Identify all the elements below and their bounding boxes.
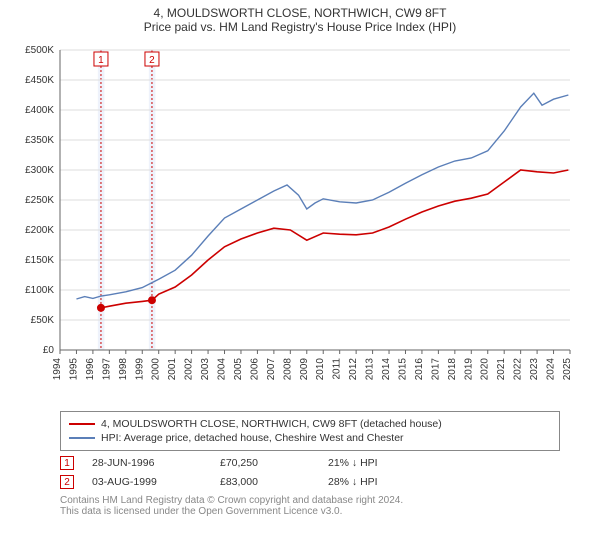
- purchase-price: £70,250: [220, 457, 310, 469]
- svg-text:1: 1: [98, 55, 104, 66]
- purchase-row: 1 28-JUN-1996 £70,250 21% ↓ HPI: [60, 456, 560, 470]
- svg-text:2016: 2016: [414, 358, 425, 381]
- legend-label: 4, MOULDSWORTH CLOSE, NORTHWICH, CW9 8FT…: [101, 418, 442, 430]
- legend-swatch: [69, 423, 95, 425]
- svg-text:2002: 2002: [184, 358, 195, 381]
- legend-swatch: [69, 437, 95, 439]
- svg-text:2022: 2022: [513, 358, 524, 381]
- svg-text:2018: 2018: [447, 358, 458, 381]
- svg-text:£250K: £250K: [25, 195, 54, 206]
- svg-text:£350K: £350K: [25, 135, 54, 146]
- svg-text:2009: 2009: [299, 358, 310, 381]
- purchase-row: 2 03-AUG-1999 £83,000 28% ↓ HPI: [60, 475, 560, 489]
- svg-text:£500K: £500K: [25, 45, 54, 56]
- svg-text:2008: 2008: [282, 358, 293, 381]
- svg-text:£200K: £200K: [25, 225, 54, 236]
- svg-text:2013: 2013: [365, 358, 376, 381]
- title-line1: 4, MOULDSWORTH CLOSE, NORTHWICH, CW9 8FT: [0, 6, 600, 20]
- svg-text:£300K: £300K: [25, 165, 54, 176]
- svg-text:2019: 2019: [463, 358, 474, 381]
- footnote: Contains HM Land Registry data © Crown c…: [60, 495, 560, 517]
- svg-text:1996: 1996: [85, 358, 96, 381]
- legend-row: 4, MOULDSWORTH CLOSE, NORTHWICH, CW9 8FT…: [69, 418, 551, 430]
- svg-text:£150K: £150K: [25, 255, 54, 266]
- svg-text:2023: 2023: [529, 358, 540, 381]
- svg-text:1999: 1999: [134, 358, 145, 381]
- legend-box: 4, MOULDSWORTH CLOSE, NORTHWICH, CW9 8FT…: [60, 411, 560, 451]
- svg-text:2001: 2001: [167, 358, 178, 381]
- svg-text:1995: 1995: [68, 358, 79, 381]
- footnote-line1: Contains HM Land Registry data © Crown c…: [60, 495, 560, 506]
- purchase-date: 28-JUN-1996: [92, 457, 202, 469]
- svg-text:1994: 1994: [52, 358, 63, 381]
- purchase-marker: 2: [60, 475, 74, 489]
- svg-text:2007: 2007: [266, 358, 277, 381]
- svg-text:£450K: £450K: [25, 75, 54, 86]
- legend-label: HPI: Average price, detached house, Ches…: [101, 432, 404, 444]
- svg-text:2020: 2020: [480, 358, 491, 381]
- purchase-price: £83,000: [220, 476, 310, 488]
- chart-title-block: 4, MOULDSWORTH CLOSE, NORTHWICH, CW9 8FT…: [0, 0, 600, 34]
- purchase-list: 1 28-JUN-1996 £70,250 21% ↓ HPI 2 03-AUG-1999…: [0, 456, 600, 489]
- svg-text:2010: 2010: [315, 358, 326, 381]
- svg-text:2011: 2011: [332, 358, 343, 380]
- svg-text:2015: 2015: [397, 358, 408, 381]
- purchase-marker: 1: [60, 456, 74, 470]
- svg-text:2005: 2005: [233, 358, 244, 381]
- svg-text:£400K: £400K: [25, 105, 54, 116]
- svg-text:£50K: £50K: [31, 315, 55, 326]
- svg-text:1997: 1997: [101, 358, 112, 381]
- svg-text:£0: £0: [43, 345, 55, 356]
- legend-row: HPI: Average price, detached house, Ches…: [69, 432, 551, 444]
- svg-text:2017: 2017: [430, 358, 441, 381]
- purchase-delta: 28% ↓ HPI: [328, 476, 378, 488]
- svg-text:2: 2: [149, 55, 155, 66]
- svg-text:£100K: £100K: [25, 285, 54, 296]
- title-line2: Price paid vs. HM Land Registry's House …: [0, 20, 600, 34]
- footnote-line2: This data is licensed under the Open Gov…: [60, 506, 560, 517]
- svg-text:2014: 2014: [381, 358, 392, 381]
- svg-text:2006: 2006: [249, 358, 260, 381]
- svg-text:2021: 2021: [496, 358, 507, 381]
- svg-text:2000: 2000: [151, 358, 162, 381]
- chart-area: 1 2 £0 £50K £100K £150K £200K £250K £300K £350K £4…: [0, 42, 600, 405]
- svg-text:2024: 2024: [546, 358, 557, 381]
- purchase-date: 03-AUG-1999: [92, 476, 202, 488]
- svg-text:2025: 2025: [562, 358, 573, 381]
- purchase-delta: 21% ↓ HPI: [328, 457, 378, 469]
- svg-text:1998: 1998: [118, 358, 129, 381]
- svg-text:2004: 2004: [217, 358, 228, 381]
- svg-text:2003: 2003: [200, 358, 211, 381]
- line-chart-svg: 1 2 £0 £50K £100K £150K £200K £250K £300K £350K £4…: [0, 42, 600, 402]
- svg-text:2012: 2012: [348, 358, 359, 381]
